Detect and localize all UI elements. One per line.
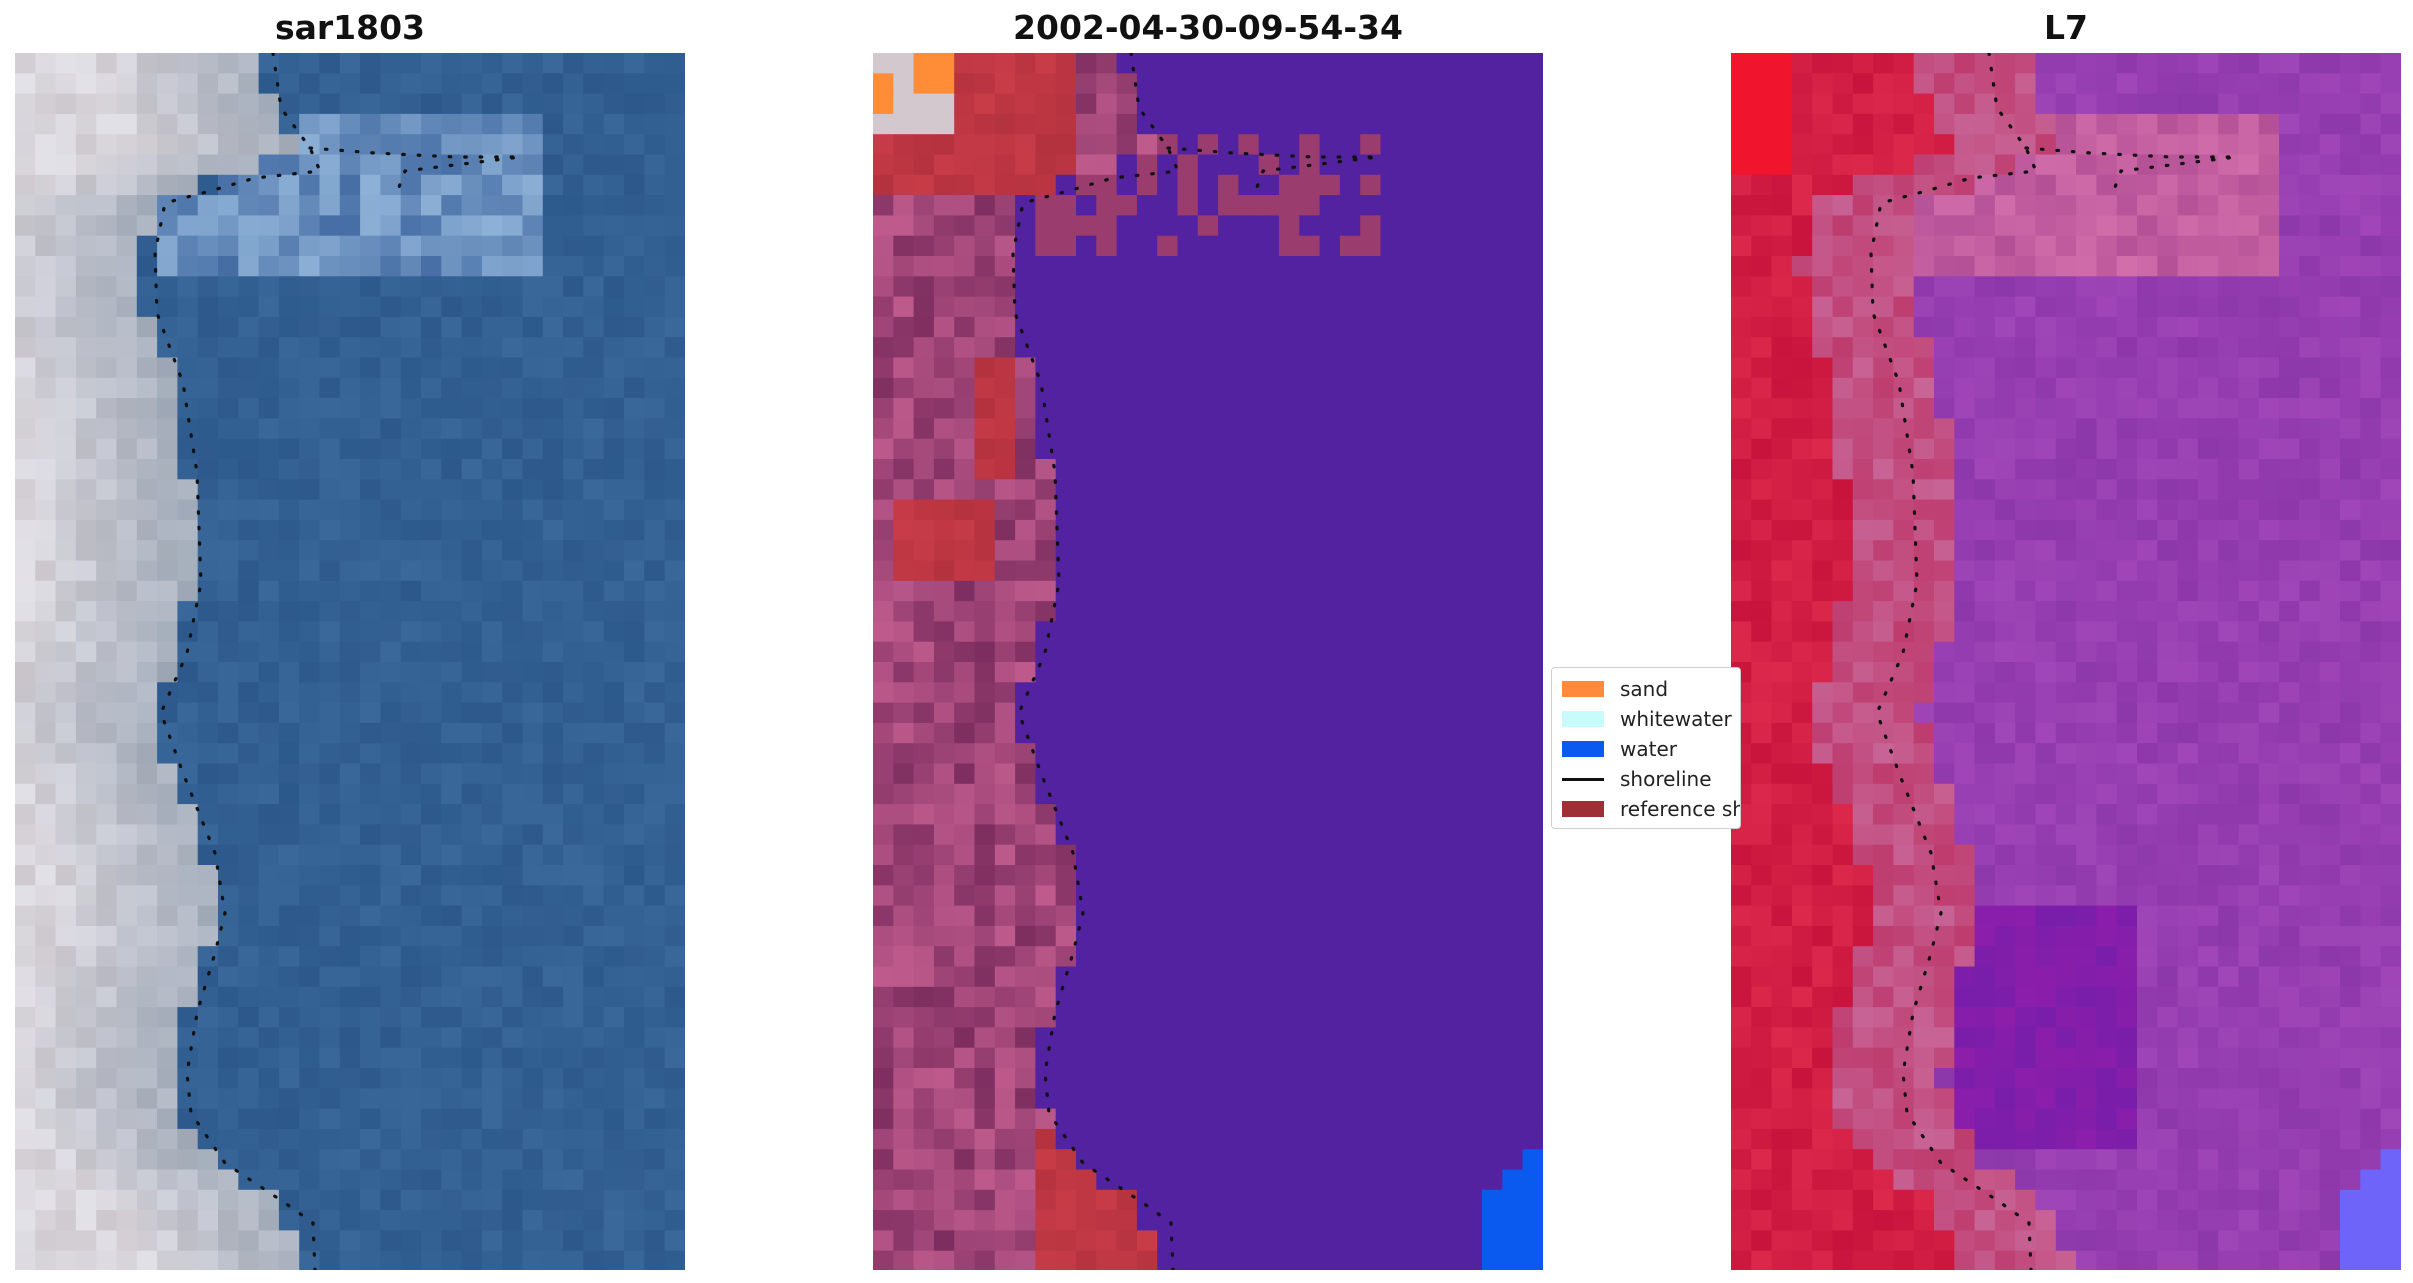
legend-label-whitewater: whitewater [1620, 707, 1732, 731]
index-pixel-grid [1731, 53, 2401, 1270]
legend-swatch-sand [1562, 681, 1604, 697]
rgb-image-panel [15, 53, 685, 1270]
legend-swatch-reference-shoreline [1562, 801, 1604, 817]
legend-line-shoreline [1562, 778, 1604, 781]
legend-label-water: water [1620, 737, 1677, 761]
legend-label-shoreline: shoreline [1620, 767, 1712, 791]
legend-swatch-water [1562, 741, 1604, 757]
legend-label-sand: sand [1620, 677, 1669, 701]
classified-image-panel [873, 53, 1543, 1270]
rgb-image [15, 53, 685, 1270]
shoreline-index [1869, 53, 2039, 1270]
shoreline-classified [1011, 53, 1181, 1270]
index-image [1731, 53, 2401, 1270]
legend-label-reference-shoreline: reference shoreline [1620, 797, 1740, 821]
legend-item-reference-shoreline: reference shoreline [1560, 795, 1740, 823]
legend-item-sand: sand [1560, 675, 1740, 703]
classified-image [873, 53, 1543, 1270]
panel-title-rgb: sar1803 [274, 8, 426, 47]
legend-item-whitewater: whitewater [1560, 705, 1740, 733]
classified-pixel-grid [873, 53, 1543, 1270]
legend-item-shoreline: shoreline [1560, 765, 1740, 793]
shoreline-rgb [153, 53, 323, 1270]
index-image-panel [1731, 53, 2401, 1270]
rgb-pixel-grid [15, 53, 685, 1270]
legend: sand whitewater water shoreline referenc… [1551, 667, 1741, 829]
legend-swatch-whitewater [1562, 711, 1604, 727]
panel-title-classified: 2002-04-30-09-54-34 [1013, 8, 1403, 47]
legend-item-water: water [1560, 735, 1740, 763]
panel-title-index: L7 [2044, 8, 2088, 47]
